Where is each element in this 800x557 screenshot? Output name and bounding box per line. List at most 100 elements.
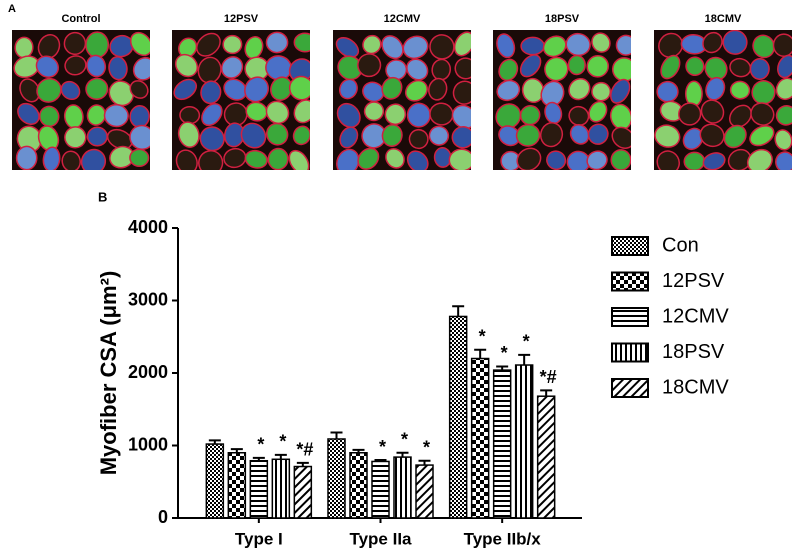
fiber [61,150,81,170]
fiber [429,34,455,60]
fiber [567,54,586,76]
error-bar [230,448,243,453]
fiber [749,125,775,147]
fiber [591,81,612,102]
fiber [381,76,403,100]
micrograph [654,30,792,170]
error-bar [540,389,553,397]
fiber [385,147,405,169]
fiber [223,102,248,127]
bar [249,459,269,519]
micrograph [12,30,150,170]
fiber [700,99,725,124]
fiber [199,126,225,152]
fiber [428,77,448,101]
fiber [244,76,269,103]
fiber [267,147,289,170]
image-label: 12CMV [384,13,421,25]
fiber [129,31,150,57]
fiber [406,150,429,170]
fiber [80,148,107,170]
legend-label: 18PSV [662,341,725,363]
fiber [15,145,38,170]
bar [293,465,313,519]
y-tick-label: 2000 [128,362,168,382]
fiber [384,103,407,126]
fiber [381,35,404,60]
fiber [86,126,108,147]
fiber [381,123,403,147]
fiber [591,32,611,53]
bar [536,395,556,519]
fiber [750,102,775,126]
image-label: 12PSV [224,13,259,25]
fiber [500,150,521,170]
fiber [38,105,60,128]
error-bar [330,431,343,439]
significance-label: * [479,327,486,347]
error-bar [518,353,531,366]
error-bar [396,451,409,458]
fiber [64,55,87,76]
fiber [86,54,107,78]
bar [448,315,468,519]
significance-label: * [401,430,408,450]
fiber [749,57,770,80]
significance-label: *# [540,367,557,387]
fiber [223,78,248,101]
fiber [660,54,681,80]
fiber [198,149,224,170]
fiber [702,152,726,170]
error-bar [418,459,431,466]
fiber [220,56,244,79]
fiber [498,58,519,82]
error-bar [496,365,509,371]
fiber [654,124,681,148]
fiber [496,33,516,59]
fiber [544,56,569,82]
fiber [704,56,728,81]
micrograph [172,30,310,170]
fiber [588,100,608,123]
fiber [775,105,792,126]
fiber [85,77,109,101]
fiber [357,147,380,170]
fiber [177,121,200,148]
error-bar [474,348,487,359]
legend-label: 12PSV [662,270,725,292]
fiber [774,129,792,151]
panel-label: A [8,3,16,15]
significance-label: * [279,432,286,452]
error-bar [296,461,309,467]
fiber [339,126,359,149]
significance-label: * [501,343,508,363]
significance-label: * [379,437,386,457]
fiber [406,58,429,81]
error-bar [452,305,465,317]
fiber [200,80,222,105]
fiber [36,77,62,103]
significance-label: * [257,435,264,455]
fiber [611,57,631,82]
fiber [363,101,385,122]
fiber [338,78,358,100]
fiber [362,81,385,103]
significance-label: * [423,437,430,457]
fiber [451,126,471,149]
fiber [610,78,631,104]
fiber [746,148,773,170]
image-label: 18PSV [545,13,580,25]
bar [470,357,490,519]
fiber [727,148,752,170]
bar [227,452,247,519]
legend-label: 12CMV [662,305,729,327]
y-axis-title: Myofiber CSA (μm²) [96,271,121,476]
fiber [106,128,133,150]
bar [492,369,512,519]
bar [393,456,412,519]
x-tick-label: Type IIa [349,529,412,548]
fiber [752,34,776,59]
fiber [729,80,751,100]
fiber [656,150,680,170]
